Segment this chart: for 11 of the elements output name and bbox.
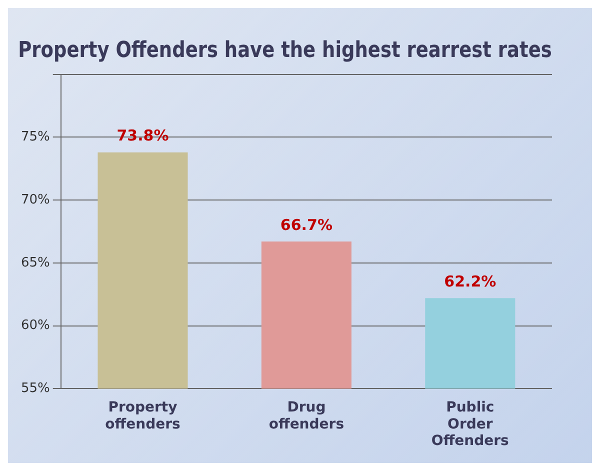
y-tick-label: 60%	[20, 318, 50, 334]
x-tick-label: Property offenders	[105, 400, 180, 432]
chart-title: Property Offenders have the highest rearrest rates	[18, 36, 552, 62]
x-tick-label: Public Order Offenders	[431, 400, 509, 450]
y-tick-label: 55%	[20, 380, 50, 396]
data-label: 62.2%	[444, 272, 496, 290]
y-tick-label: 75%	[20, 130, 50, 145]
data-label: 66.7%	[280, 216, 332, 234]
x-tick-label: Drug offenders	[268, 400, 344, 432]
y-tick-label: 65%	[20, 255, 50, 270]
y-tick-label: 70%	[20, 192, 50, 208]
